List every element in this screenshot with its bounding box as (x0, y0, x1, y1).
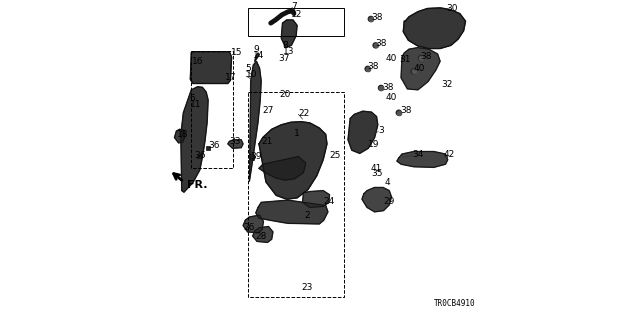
Text: 38: 38 (376, 39, 387, 48)
Text: 14: 14 (253, 51, 264, 60)
Text: 30: 30 (447, 4, 458, 13)
Text: 3: 3 (378, 126, 383, 135)
Text: 4: 4 (384, 178, 390, 187)
Text: TR0CB4910: TR0CB4910 (434, 299, 476, 308)
Bar (248, 92, 344, 297)
Text: 31: 31 (399, 55, 411, 64)
Text: 42: 42 (444, 150, 455, 159)
Text: 11: 11 (189, 100, 201, 109)
Text: 7: 7 (291, 2, 297, 11)
Text: 26: 26 (244, 223, 255, 232)
Text: 15: 15 (231, 49, 243, 58)
Text: 33: 33 (229, 138, 241, 147)
Polygon shape (281, 20, 297, 48)
Text: 13: 13 (282, 47, 294, 56)
Text: 32: 32 (442, 80, 452, 89)
Polygon shape (256, 200, 328, 224)
Polygon shape (403, 8, 465, 49)
Text: 37: 37 (278, 54, 289, 63)
Polygon shape (228, 140, 243, 148)
Text: 10: 10 (246, 70, 257, 79)
Polygon shape (250, 61, 261, 181)
Text: 25: 25 (330, 151, 341, 160)
Text: 28: 28 (256, 232, 267, 241)
Text: 40: 40 (385, 54, 397, 63)
Circle shape (373, 43, 378, 48)
Text: 6: 6 (189, 94, 195, 103)
Polygon shape (397, 151, 448, 167)
Circle shape (419, 56, 424, 60)
Text: 39: 39 (250, 152, 262, 161)
Text: 38: 38 (382, 83, 394, 92)
Bar (191, 51, 232, 168)
Text: 22: 22 (298, 109, 310, 118)
Bar (248, 8, 344, 36)
Circle shape (378, 85, 383, 91)
Text: 9: 9 (253, 45, 259, 54)
Polygon shape (175, 129, 185, 143)
Polygon shape (243, 215, 264, 233)
Text: 35: 35 (371, 169, 382, 178)
Text: 23: 23 (301, 283, 313, 292)
Text: 40: 40 (413, 64, 425, 73)
Polygon shape (259, 122, 327, 199)
Text: 41: 41 (371, 164, 382, 173)
Text: 34: 34 (412, 150, 424, 159)
Polygon shape (250, 153, 255, 160)
Polygon shape (253, 227, 273, 242)
Polygon shape (401, 48, 440, 90)
Polygon shape (362, 188, 392, 212)
Text: 24: 24 (324, 196, 335, 205)
Text: 18: 18 (177, 130, 189, 139)
Bar (206, 147, 210, 150)
Text: 38: 38 (367, 62, 379, 71)
Text: FR.: FR. (186, 180, 207, 190)
Text: 27: 27 (263, 106, 274, 115)
Text: 19: 19 (367, 140, 379, 149)
Circle shape (396, 110, 401, 115)
Text: 5: 5 (246, 64, 252, 73)
Text: 2: 2 (305, 211, 310, 220)
Text: 1: 1 (294, 129, 300, 138)
Text: 36: 36 (209, 141, 220, 150)
Text: 36: 36 (195, 151, 206, 160)
Text: 8: 8 (282, 41, 288, 50)
Text: 21: 21 (262, 138, 273, 147)
Circle shape (365, 66, 370, 71)
Polygon shape (190, 52, 232, 84)
Text: 12: 12 (291, 10, 303, 19)
Text: 29: 29 (383, 197, 394, 206)
Polygon shape (259, 156, 306, 180)
Polygon shape (348, 111, 378, 153)
Polygon shape (255, 53, 259, 61)
Circle shape (412, 69, 416, 74)
Text: 40: 40 (385, 93, 397, 102)
Text: 17: 17 (225, 73, 237, 82)
Bar (196, 155, 200, 158)
Text: 38: 38 (420, 52, 431, 61)
Text: 38: 38 (371, 13, 383, 22)
Polygon shape (303, 191, 330, 207)
Text: 16: 16 (192, 57, 204, 66)
Polygon shape (181, 87, 208, 192)
Text: 38: 38 (400, 106, 412, 115)
Text: 20: 20 (279, 91, 291, 100)
Circle shape (368, 16, 373, 21)
